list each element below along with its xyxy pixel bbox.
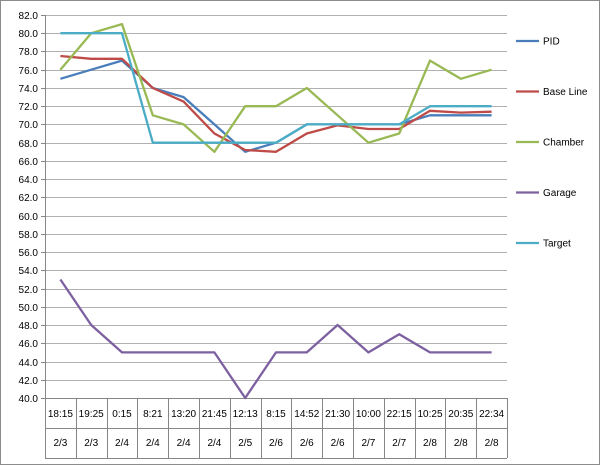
y-tick-label: 54.0 xyxy=(19,266,39,277)
legend-label-chamber: Chamber xyxy=(543,138,585,149)
x-tick-label-time: 13:20 xyxy=(171,409,196,420)
x-tick-label-date: 2/4 xyxy=(177,438,191,449)
y-tick-label: 80.0 xyxy=(19,29,39,40)
x-tick-label-date: 2/8 xyxy=(485,438,499,449)
y-tick-label: 50.0 xyxy=(19,303,39,314)
y-tick-label: 64.0 xyxy=(19,175,39,186)
series-line-chamber xyxy=(59,22,492,153)
x-tick-label-date: 2/6 xyxy=(269,438,283,449)
y-tick-label: 78.0 xyxy=(19,47,39,58)
x-tick-label-date: 2/4 xyxy=(207,438,221,449)
x-tick-label-date: 2/8 xyxy=(423,438,437,449)
x-tick-label-time: 21:45 xyxy=(202,409,227,420)
x-tick-label-time: 14:52 xyxy=(294,409,319,420)
y-tick-label: 62.0 xyxy=(19,193,39,204)
x-tick-label-time: 22:15 xyxy=(387,409,412,420)
y-tick-label: 42.0 xyxy=(19,376,39,387)
x-tick-label-time: 10:25 xyxy=(417,409,442,420)
x-tick-label-time: 8:15 xyxy=(266,409,286,420)
y-tick-label: 82.0 xyxy=(19,11,39,22)
x-tick-label-date: 2/5 xyxy=(238,438,252,449)
x-tick-label-date: 2/4 xyxy=(146,438,160,449)
y-tick-label: 52.0 xyxy=(19,285,39,296)
x-tick-label-date: 2/4 xyxy=(115,438,129,449)
y-tick-label: 40.0 xyxy=(19,394,39,405)
x-tick-label-time: 10:00 xyxy=(356,409,381,420)
x-tick-label-date: 2/6 xyxy=(300,438,314,449)
legend-label-base-line: Base Line xyxy=(543,87,588,98)
x-tick-label-time: 12:13 xyxy=(233,409,258,420)
x-tick-label-time: 18:15 xyxy=(48,409,73,420)
x-tick-label-date: 2/3 xyxy=(84,438,98,449)
x-tick-label-date: 2/3 xyxy=(53,438,67,449)
y-tick-label: 60.0 xyxy=(19,212,39,223)
y-tick-label: 56.0 xyxy=(19,248,39,259)
y-tick-label: 70.0 xyxy=(19,120,39,131)
y-tick-label: 44.0 xyxy=(19,358,39,369)
x-tick-label-time: 0:15 xyxy=(112,409,132,420)
y-tick-label: 66.0 xyxy=(19,157,39,168)
x-tick-label-date: 2/8 xyxy=(454,438,468,449)
x-tick-label-date: 2/7 xyxy=(361,438,375,449)
legend-label-garage: Garage xyxy=(543,188,577,199)
y-tick-label: 72.0 xyxy=(19,102,39,113)
series-lines xyxy=(59,22,492,400)
x-tick-label-date: 2/6 xyxy=(331,438,345,449)
x-tick-label-time: 21:30 xyxy=(325,409,350,420)
y-tick-label: 48.0 xyxy=(19,321,39,332)
series-line-garage xyxy=(59,278,492,400)
x-axis-tick-labels: 18:15 2/3 19:25 2/3 0:15 2/4 8:21 2/4 13:20 2/4 21… xyxy=(48,409,505,449)
legend-label-target: Target xyxy=(543,239,571,250)
legend: PID Base Line Chamber Garage Target xyxy=(516,37,588,250)
y-tick-label: 68.0 xyxy=(19,139,39,150)
y-tick-label: 74.0 xyxy=(19,84,39,95)
y-tick-label: 76.0 xyxy=(19,66,39,77)
x-tick-label-time: 8:21 xyxy=(143,409,163,420)
x-tick-label-date: 2/7 xyxy=(392,438,406,449)
series-line-target xyxy=(60,32,492,144)
legend-label-pid: PID xyxy=(543,37,560,48)
x-tick-label-time: 19:25 xyxy=(79,409,104,420)
y-axis-tick-labels: 40.0 42.0 44.0 46.0 48.0 50.0 52.0 54.0 56.0 58.0… xyxy=(19,11,39,405)
x-tick-label-time: 20:35 xyxy=(448,409,473,420)
x-tick-label-time: 22:34 xyxy=(479,409,504,420)
y-tick-label: 46.0 xyxy=(19,339,39,350)
gridlines xyxy=(45,15,507,381)
y-tick-label: 58.0 xyxy=(19,230,39,241)
axes xyxy=(41,15,508,459)
